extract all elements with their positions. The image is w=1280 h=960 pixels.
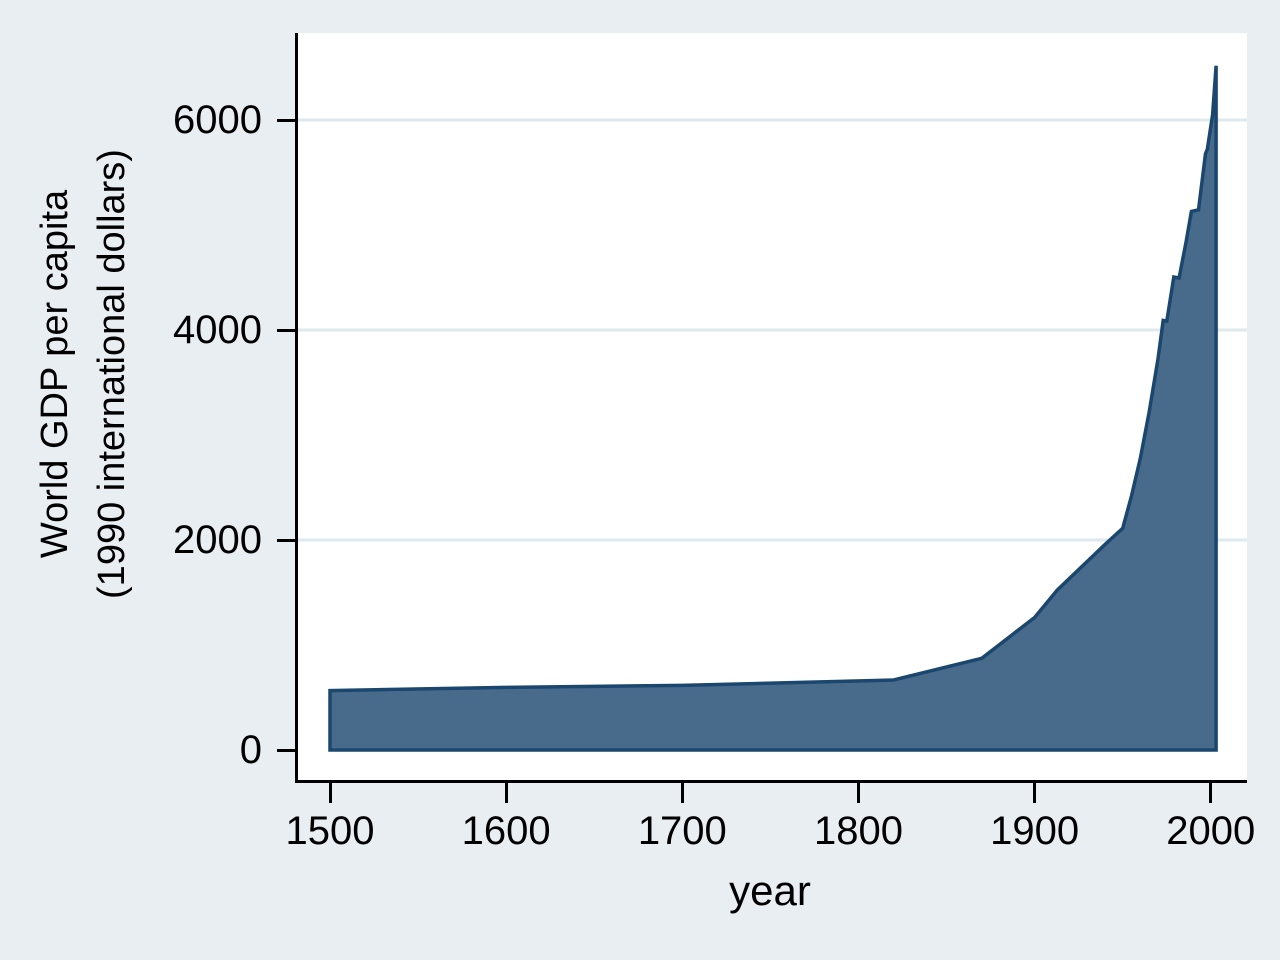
- x-tick-label-1800: 1800: [813, 809, 903, 853]
- x-tick-label-2000: 2000: [1166, 809, 1256, 853]
- x-axis-title: year: [729, 867, 811, 914]
- x-tick-1600: [504, 780, 508, 803]
- x-tick-label-1500: 1500: [285, 809, 375, 853]
- y-axis-title-line-1: World GDP per capita: [34, 189, 76, 559]
- plot-area: [295, 33, 1247, 783]
- x-tick-1500: [328, 780, 332, 803]
- x-tick-1700: [680, 780, 684, 803]
- x-tick-label-1600: 1600: [461, 809, 551, 853]
- y-tick-label-6000: 6000: [173, 98, 262, 142]
- y-tick-6000: [277, 118, 295, 122]
- x-tick-1800: [856, 780, 860, 803]
- x-tick-1900: [1033, 780, 1037, 803]
- gdp-area-series: [328, 65, 1218, 752]
- x-tick-2000: [1209, 780, 1213, 803]
- y-tick-4000: [277, 328, 295, 332]
- y-tick-label-4000: 4000: [173, 308, 262, 352]
- area-series-svg: [298, 65, 1247, 752]
- x-tick-label-1900: 1900: [990, 809, 1080, 853]
- y-tick-label-0: 0: [239, 728, 262, 772]
- y-tick-label-2000: 2000: [173, 518, 262, 562]
- y-tick-2000: [277, 538, 295, 542]
- x-tick-label-1700: 1700: [637, 809, 727, 853]
- y-tick-0: [277, 748, 295, 752]
